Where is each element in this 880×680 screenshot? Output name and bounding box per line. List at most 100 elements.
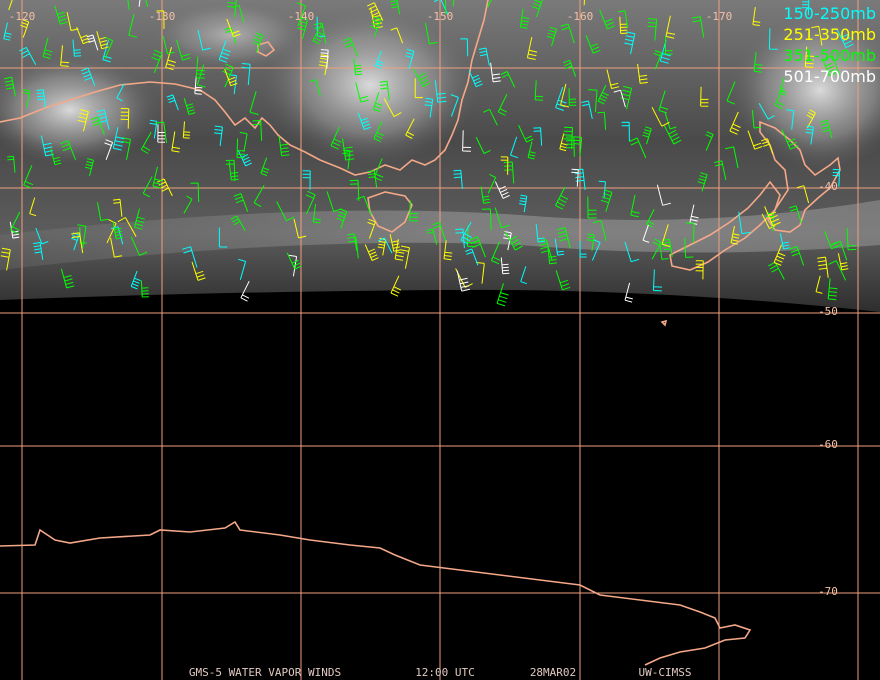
wind-barb [357,112,372,130]
wind-barb [320,49,329,69]
wind-barb [127,0,130,10]
wind-barb [504,231,523,251]
wind-barb [774,86,785,109]
wind-barb [372,92,383,112]
wind-barb [661,224,671,248]
wind-barb [367,218,376,239]
wind-barb [367,170,378,188]
wind-barb [405,48,415,70]
wind-barb [653,50,662,70]
wind-barb [60,140,77,161]
wind-barb [527,141,536,160]
australia-coast [0,0,489,176]
wind-barb [196,64,206,88]
wind-barb [761,138,774,155]
wind-barb [226,18,241,38]
wind-barb [555,270,571,291]
wind-barb [349,179,360,201]
wind-barb [409,200,419,222]
wind-barb [104,139,114,160]
wind-barb [305,190,316,215]
wind-barb [370,7,383,29]
wind-barb [629,137,647,159]
wind-barb [190,182,200,203]
wind-barb [191,261,206,281]
wind-barb [624,282,633,303]
wind-barb [817,256,829,278]
wind-barb [117,217,137,237]
wind-barb [620,85,633,110]
wind-barb [487,173,497,194]
wind-barb [565,136,575,157]
wind-barb [157,124,166,143]
wind-barb [443,240,453,261]
wind-barb [804,46,815,68]
cloud-swirl [260,5,480,165]
longitude-label: -150 [427,10,454,23]
wind-barb [585,35,601,54]
wind-barb [697,172,708,192]
wind-barb [389,234,401,252]
wind-barb [503,231,512,251]
latitude-label: -70 [818,585,838,598]
wind-barb [490,241,501,265]
wind-barb [70,232,80,251]
wind-barb [806,109,816,128]
wind-barb [71,232,84,254]
wind-barb [637,63,648,84]
wind-barb [142,176,153,198]
wind-barb [747,130,763,150]
wind-barb [4,76,16,97]
island-coast [257,41,276,57]
wind-barb [302,170,311,190]
legend-entry: 251-350mb [783,25,876,44]
wind-barb [218,227,228,248]
wind-barb [3,22,12,41]
wind-barb [121,137,131,160]
wind-barb [811,25,823,46]
wind-barb [619,16,628,34]
wind-barb [726,81,736,105]
wind-barb [802,0,810,16]
wind-barb [705,131,714,151]
wind-barb [646,208,655,228]
wind-barb [236,138,245,159]
wind-barb [140,280,149,298]
wind-barb [238,258,247,280]
wind-barb [140,132,152,154]
wind-barb [120,108,130,129]
wind-barb [455,228,465,249]
wind-barb [568,88,577,106]
wind-barb [444,0,447,15]
wind-barb [453,169,463,190]
wind-barb [546,26,558,47]
wind-barb [364,244,379,261]
longitude-label: -120 [9,10,36,23]
wind-barb [151,49,163,74]
wind-barb [664,35,673,55]
wind-barb [433,0,449,16]
wind-barb [424,22,438,45]
wind-barb [824,231,839,250]
wind-barb [781,129,799,150]
wind-barb [547,245,557,265]
latitude-label: -60 [818,438,838,451]
wind-barb [659,40,671,64]
wind-barb [837,253,849,271]
wind-barb [40,135,54,157]
wind-barb [20,19,30,38]
wind-barb [684,237,694,258]
wind-barb [77,224,87,248]
footer-text: GMS-5 WATER VAPOR WINDS [189,666,341,679]
wind-barb [665,15,676,39]
wind-barb [405,118,415,139]
wind-barb [60,268,75,289]
wind-barb [526,37,538,60]
wind-barb [510,136,519,159]
wind-barb [252,120,263,141]
wind-barb [686,222,695,243]
wind-barb [155,121,167,143]
wind-barb [128,14,138,38]
wind-barb [606,69,620,89]
wind-barb [555,186,569,210]
